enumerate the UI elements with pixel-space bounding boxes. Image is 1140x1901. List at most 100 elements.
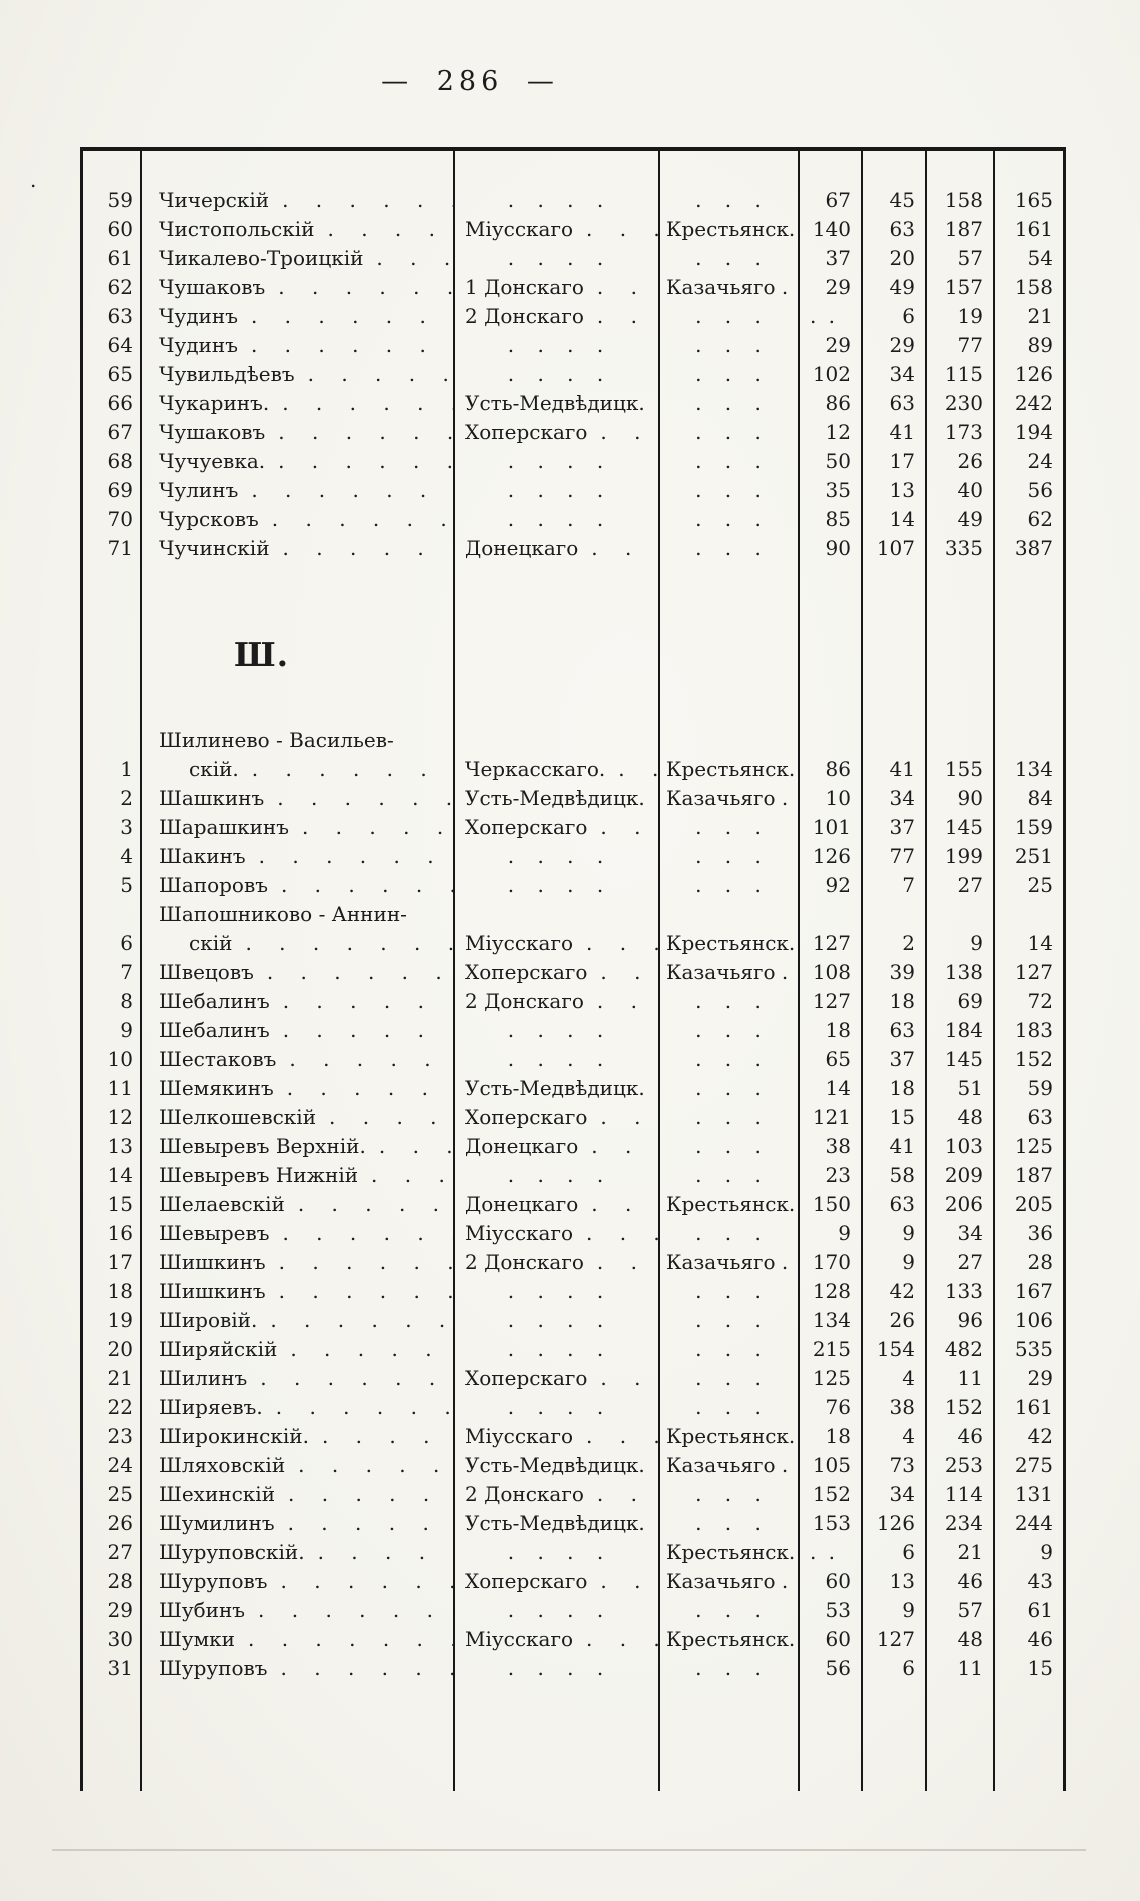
dot-leader: . . . . . . . . . . . . . . . . . . . bbox=[600, 1569, 658, 1593]
value-col-1: 9 bbox=[838, 1221, 851, 1245]
value-col-1: 108 bbox=[812, 960, 851, 984]
population-type: . . . bbox=[695, 1076, 761, 1100]
value-col-4: 183 bbox=[1014, 1018, 1053, 1042]
value-col-3: 51 bbox=[957, 1076, 983, 1100]
value-col-4: 205 bbox=[1014, 1192, 1053, 1216]
dot-leader: . . . . . . . . . . . . . . . . . . . bbox=[270, 1308, 453, 1332]
dot-leader: . . . . . . . . . . . . . . . . . . . bbox=[280, 1656, 453, 1680]
table-row: 6 Шапошниково - Аннин-скій . . . . . . . .… bbox=[83, 900, 1063, 958]
district: Хоперскаго . . . . . . . . . . . . . . . … bbox=[453, 958, 658, 987]
value-col-2: 45 bbox=[889, 188, 915, 212]
dot-leader: . . . . . . . . . . . . . . . . . . . bbox=[258, 1598, 453, 1622]
settlement-name: Шуруповъ . . . . . . . . . . . . . . . . … bbox=[140, 1654, 453, 1683]
value-col-3: 234 bbox=[944, 1511, 983, 1535]
table-row: 12 Шелкошевскій . . . . . . . . . . . . . … bbox=[83, 1103, 1063, 1132]
settlement-name: Шилинево - Васильев-скій. . . . . . . . .… bbox=[140, 726, 453, 784]
row-number: 4 bbox=[120, 844, 133, 868]
text: Шумилинъ bbox=[159, 1511, 275, 1535]
value-col-4: 535 bbox=[1014, 1337, 1053, 1361]
value-col-3: 173 bbox=[944, 420, 983, 444]
value-col-2: 13 bbox=[889, 478, 915, 502]
row-number: 31 bbox=[107, 1656, 133, 1680]
row-number: 60 bbox=[107, 217, 133, 241]
text: Шелаевскій bbox=[159, 1192, 285, 1216]
population-type: . . . bbox=[695, 1656, 761, 1680]
value-col-1: 170 bbox=[812, 1250, 851, 1274]
district: . . . . bbox=[507, 333, 604, 357]
dot-leader: . . . . . . . . . . . . . . . . . . . bbox=[290, 1337, 453, 1361]
text: Чулинъ bbox=[159, 478, 239, 502]
value-col-2: 29 bbox=[889, 333, 915, 357]
dot-leader: . . . . . . . . . . . . . . . . . . . bbox=[288, 1482, 453, 1506]
text: Черкасскаго. bbox=[465, 757, 606, 781]
text: Шебалинъ bbox=[159, 989, 270, 1013]
column-divider bbox=[861, 151, 863, 1791]
text: скій. bbox=[189, 757, 239, 781]
value-col-4: 244 bbox=[1014, 1511, 1053, 1535]
district: Міусскаго . . . . . . . . . . . . . . . .… bbox=[453, 1422, 658, 1451]
row-number: 27 bbox=[107, 1540, 133, 1564]
value-col-3: 77 bbox=[957, 333, 983, 357]
value-col-4: 21 bbox=[1027, 304, 1053, 328]
district: . . . . bbox=[507, 1279, 604, 1303]
table-row: 2 Шашкинъ . . . . . . . . . . . . . . . . … bbox=[83, 784, 1063, 813]
value-col-3: 230 bbox=[944, 391, 983, 415]
row-number: 28 bbox=[107, 1569, 133, 1593]
table-row: 1 Шилинево - Васильев-скій. . . . . . . . … bbox=[83, 726, 1063, 784]
value-col-4: 275 bbox=[1014, 1453, 1053, 1477]
table-row: 8 Шебалинъ . . . . . . . . . . . . . . . .… bbox=[83, 987, 1063, 1016]
value-col-4: 134 bbox=[1014, 757, 1053, 781]
value-col-4: 24 bbox=[1027, 449, 1053, 473]
district: . . . . bbox=[507, 1598, 604, 1622]
row-number: 66 bbox=[107, 391, 133, 415]
value-col-4: 54 bbox=[1027, 246, 1053, 270]
text: Шуруповъ bbox=[159, 1656, 268, 1680]
value-col-3: 40 bbox=[957, 478, 983, 502]
value-col-1: 101 bbox=[812, 815, 851, 839]
value-col-2: 4 bbox=[902, 1424, 915, 1448]
value-col-3: 158 bbox=[944, 188, 983, 212]
text: Шевыревъ bbox=[159, 1221, 270, 1245]
settlement-name: Чушаковъ . . . . . . . . . . . . . . . . … bbox=[140, 273, 453, 302]
value-col-3: 199 bbox=[944, 844, 983, 868]
row-number: 1 bbox=[120, 757, 133, 781]
value-col-2: 41 bbox=[889, 1134, 915, 1158]
table-row: 26 Шумилинъ . . . . . . . . . . . . . . . … bbox=[83, 1509, 1063, 1538]
value-col-1: 102 bbox=[812, 362, 851, 386]
district: . . . . bbox=[507, 507, 604, 531]
table-row: 31 Шуруповъ . . . . . . . . . . . . . . . … bbox=[83, 1654, 1063, 1683]
value-col-2: 26 bbox=[889, 1308, 915, 1332]
row-number: 63 bbox=[107, 304, 133, 328]
value-col-2: 34 bbox=[889, 362, 915, 386]
settlement-name: Чичерскій . . . . . . . . . . . . . . . .… bbox=[140, 186, 453, 215]
population-type: . . . bbox=[695, 536, 761, 560]
value-col-1: 92 bbox=[825, 873, 851, 897]
value-col-1: 14 bbox=[825, 1076, 851, 1100]
district: . . . . bbox=[507, 1337, 604, 1361]
district: . . . . bbox=[507, 188, 604, 212]
population-type: . . . bbox=[695, 1047, 761, 1071]
dot-leader: . . . . . . . . . . . . . . . . . . . bbox=[376, 246, 453, 270]
dot-leader: . . . . . . . . . . . . . . . . . . . bbox=[286, 1076, 453, 1100]
dot-leader: . . . . . . . . . . . . . . . . . . . bbox=[591, 536, 658, 560]
text: Шелкошевскій bbox=[159, 1105, 317, 1129]
settlement-name-line1: Шилинево - Васильев- bbox=[159, 728, 394, 752]
settlement-name: Чурсковъ . . . . . . . . . . . . . . . . … bbox=[140, 505, 453, 534]
district: Міусскаго . . . . . . . . . . . . . . . .… bbox=[453, 1219, 658, 1248]
population-type: . . . bbox=[695, 391, 761, 415]
value-col-3: 335 bbox=[944, 536, 983, 560]
text: Шубинъ bbox=[159, 1598, 246, 1622]
value-col-1: 150 bbox=[812, 1192, 851, 1216]
dot-leader: . . . . . . . . . . . . . . . . . . . bbox=[329, 1105, 453, 1129]
value-col-3: 34 bbox=[957, 1221, 983, 1245]
text: Міусскаго bbox=[465, 931, 573, 955]
settlement-name: Чучуевка. . . . . . . . . . . . . . . . .… bbox=[140, 447, 453, 476]
text: Шуруповскій. bbox=[159, 1540, 305, 1564]
settlement-name: Широкинскій. . . . . . . . . . . . . . . … bbox=[140, 1422, 453, 1451]
value-col-3: 145 bbox=[944, 1047, 983, 1071]
table-row: 23 Широкинскій. . . . . . . . . . . . . . … bbox=[83, 1422, 1063, 1451]
settlement-name: Шестаковъ . . . . . . . . . . . . . . . .… bbox=[140, 1045, 453, 1074]
value-col-2: 38 bbox=[889, 1395, 915, 1419]
text: Шишкинъ bbox=[159, 1250, 266, 1274]
value-col-1: 127 bbox=[812, 989, 851, 1013]
